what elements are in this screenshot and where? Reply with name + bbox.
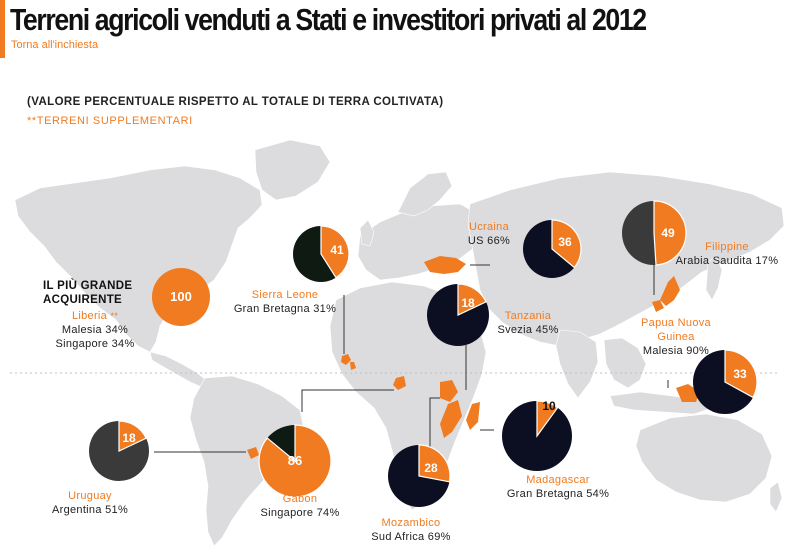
buyer-sierra-leone: Gran Bretagna 31% <box>233 303 337 315</box>
label-png: Papua Nuova Guinea Malesia 90% <box>624 316 728 358</box>
greenland-shape <box>254 139 331 201</box>
connector-lines <box>154 264 669 453</box>
page-title: Terreni agricoli venduti a Stati e inves… <box>10 2 647 37</box>
buyer-uruguay: Argentina 51% <box>51 504 129 516</box>
label-madagascar: Madagascar Gran Bretagna 54% <box>492 473 624 501</box>
country-name-gabon: Gabon <box>282 493 318 505</box>
pie-value-label: 41 <box>330 243 344 257</box>
connector-mozambico <box>429 397 440 450</box>
label-tanzania: Tanzania Svezia 45% <box>488 309 568 337</box>
country-name-madagascar: Madagascar <box>526 474 590 486</box>
pie-slice <box>457 283 487 316</box>
label-filippine: Filippine Arabia Saudita 17% <box>664 240 790 268</box>
japan-shape <box>705 255 723 301</box>
pie-slice <box>551 219 582 269</box>
pie-slice <box>152 268 210 326</box>
country-name-uruguay: Uruguay <box>68 490 112 502</box>
ukraine-shape <box>424 256 466 274</box>
pie-filippine: 49 <box>622 200 687 266</box>
pie-slice <box>653 200 687 266</box>
label-ucraina: Ucraina US 66% <box>459 220 519 248</box>
pie-charts: 100 41 36 49 18 33 10 28 86 18 <box>89 200 758 507</box>
buyer-gabon: Singapore 74% <box>260 507 340 519</box>
pie-value-label: 28 <box>424 461 438 475</box>
australia-shape <box>635 413 773 503</box>
pie-slice <box>536 400 559 438</box>
country-name-tanzania: Tanzania <box>504 310 552 322</box>
southeast-asia-shape <box>603 337 647 389</box>
pie-slice <box>724 349 758 399</box>
philippines-shape <box>660 276 680 306</box>
buyer-ucraina: US 66% <box>467 235 511 247</box>
pie-value-label: 10 <box>542 399 556 413</box>
supplementary-legend: **TERRENI SUPPLEMENTARI <box>27 115 193 127</box>
tanzania-shape <box>440 380 458 402</box>
label-gabon: Gabon Singapore 74% <box>248 492 352 520</box>
back-link[interactable]: Torna all'inchiesta <box>11 39 99 51</box>
pie-value-label: 18 <box>122 431 136 445</box>
madagascar-shape <box>466 402 480 430</box>
new-zealand-shape <box>769 481 783 513</box>
pie-uruguay: 18 <box>89 420 149 481</box>
mozambique-shape <box>440 400 462 438</box>
pie-gabon: 86 <box>258 424 332 498</box>
label-mozambico: Mozambico Sud Africa 69% <box>354 516 468 544</box>
pie-madagascar: 10 <box>502 399 572 471</box>
pie-value-label: 100 <box>170 289 192 304</box>
buyer-liberia-2: Singapore 34% <box>55 338 135 350</box>
country-name-sierra-leone: Sierra Leone <box>251 289 319 301</box>
uk-shape <box>359 219 375 247</box>
country-name-png: Papua Nuova Guinea <box>641 317 711 343</box>
buyer-madagascar: Gran Bretagna 54% <box>506 488 610 500</box>
buyer-tanzania: Svezia 45% <box>497 324 559 336</box>
india-shape <box>555 329 599 399</box>
pie-ucraina: 36 <box>523 219 582 278</box>
label-uruguay: Uruguay Argentina 51% <box>40 489 140 517</box>
south-america-shape <box>189 375 305 547</box>
liberia-shape <box>350 362 356 370</box>
highlighted-countries <box>247 256 700 459</box>
pie-tanzania: 18 <box>427 283 489 346</box>
chart-subtitle: (VALORE PERCENTUALE RISPETTO AL TOTALE D… <box>27 96 444 108</box>
country-name-liberia: Liberia ** <box>71 310 119 322</box>
pie-value-label: 33 <box>733 367 747 381</box>
label-liberia: Liberia ** Malesia 34% Singapore 34% <box>40 309 150 351</box>
label-sierra-leone: Sierra Leone Gran Bretagna 31% <box>226 288 344 316</box>
pie-sierra-leone: 41 <box>293 225 350 282</box>
buyer-liberia-1: Malesia 34% <box>61 324 129 336</box>
connector-gabon <box>301 389 394 412</box>
indonesia-shape <box>609 391 713 415</box>
continents <box>14 139 785 547</box>
uruguay-shape <box>247 447 259 459</box>
pie-slice <box>258 424 332 498</box>
pie-slice <box>418 444 451 483</box>
pie-liberia: 100 <box>152 268 210 326</box>
buyer-mozambico: Sud Africa 69% <box>371 531 451 543</box>
buyer-png: Malesia 90% <box>642 345 710 357</box>
pie-value-label: 36 <box>558 235 572 249</box>
sierra-leone-shape <box>341 354 351 365</box>
pie-mozambico: 28 <box>388 444 451 507</box>
accent-bar <box>0 0 5 58</box>
pie-value-label: 86 <box>288 453 302 468</box>
stars-marker: ** <box>110 311 119 321</box>
gabon-shape <box>393 376 406 390</box>
pie-papua-nuova-guinea: 33 <box>693 349 758 414</box>
country-name-mozambico: Mozambico <box>381 517 441 529</box>
country-name-ucraina: Ucraina <box>468 221 509 233</box>
country-name-filippine: Filippine <box>705 241 749 253</box>
philippines-islands-shape <box>652 300 664 312</box>
buyer-filippine: Arabia Saudita 17% <box>675 255 779 267</box>
pie-value-label: 18 <box>461 296 475 310</box>
scandinavia-shape <box>397 171 453 217</box>
header: Terreni agricoli venduti a Stati e inves… <box>0 0 790 58</box>
pie-value-label: 49 <box>661 226 675 240</box>
pie-slice <box>118 420 147 452</box>
largest-buyer-label: IL PIÙ GRANDE ACQUIRENTE <box>43 280 133 306</box>
pie-slice <box>320 225 350 279</box>
